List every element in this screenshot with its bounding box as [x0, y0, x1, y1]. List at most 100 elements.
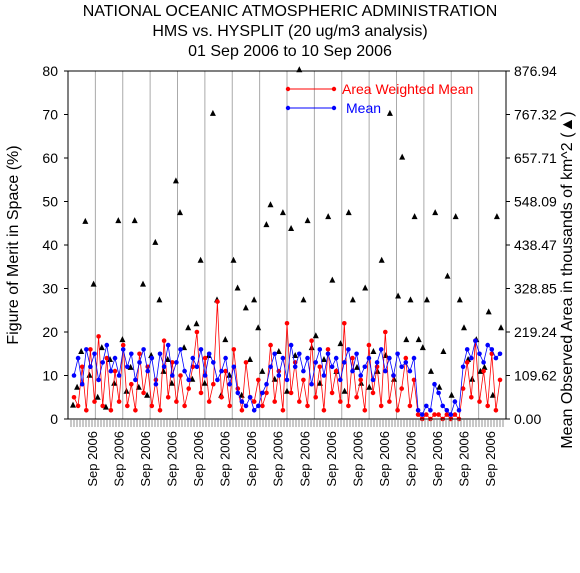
observed-area-triangle — [461, 324, 467, 331]
mean-series — [71, 338, 503, 417]
data-point — [444, 412, 450, 417]
chart-title: NATIONAL OCEANIC ATMOSPHERIC ADMINISTRAT… — [83, 3, 498, 60]
legend-red-dot-left — [285, 86, 291, 92]
data-point — [235, 386, 241, 391]
data-point — [227, 381, 232, 387]
observed-area-triangle — [403, 336, 410, 343]
observed-area-triangle — [209, 109, 216, 116]
data-point — [84, 408, 89, 413]
data-point — [276, 373, 282, 378]
observed-area-triangle — [485, 308, 492, 315]
left-tick-label: 50 — [42, 194, 58, 210]
data-point — [432, 412, 437, 417]
data-point — [219, 368, 224, 374]
data-point — [481, 360, 486, 365]
observed-area-triangle — [440, 348, 447, 354]
data-point — [313, 360, 319, 365]
observed-area-triangle — [498, 324, 504, 331]
data-point — [411, 355, 417, 361]
data-point — [391, 373, 396, 378]
left-y-axis: 0 10 20 30 40 50 60 70 80 — [42, 63, 68, 427]
observed-area-triangle — [345, 209, 352, 216]
data-point — [407, 403, 413, 409]
data-point — [485, 342, 491, 348]
data-point — [223, 355, 228, 361]
data-point — [243, 403, 249, 409]
observed-area-triangle — [415, 336, 422, 343]
data-point — [268, 364, 273, 370]
right-axis-label: Mean Observed Area in thousands of km^2 … — [559, 111, 576, 448]
observed-area-triangle — [407, 296, 414, 303]
data-point — [215, 377, 220, 383]
x-axis-minor-ticks — [70, 419, 504, 427]
x-tick-label: Sep 2006 — [350, 431, 365, 487]
data-point — [145, 368, 150, 374]
data-point — [84, 347, 89, 352]
data-point — [419, 412, 425, 417]
data-point — [469, 355, 474, 361]
right-tick-label: 328.85 — [514, 281, 557, 297]
data-point — [464, 360, 470, 365]
data-point — [88, 364, 93, 370]
observed-area-triangle — [78, 348, 85, 354]
data-point — [493, 408, 499, 413]
data-point — [255, 377, 261, 383]
data-point — [198, 390, 204, 396]
observed-area-triangle — [428, 367, 434, 374]
data-point — [448, 412, 454, 417]
observed-area-triangle — [119, 336, 126, 343]
observed-area-triangle — [115, 217, 122, 224]
data-point — [202, 355, 208, 361]
observed-area-triangle — [456, 296, 463, 303]
observed-area-triangle — [312, 332, 319, 339]
observed-area-triangle — [185, 324, 192, 331]
observed-area-triangle — [292, 352, 299, 358]
observed-area-triangle — [349, 296, 356, 303]
data-point — [161, 338, 167, 344]
data-point — [493, 355, 499, 361]
data-point — [329, 390, 335, 396]
observed-area-series — [70, 66, 504, 410]
data-point — [206, 351, 212, 357]
observed-area-triangle — [366, 383, 373, 390]
legend-blue-dot-left — [285, 105, 291, 111]
legend-blue-dot-right — [331, 105, 337, 111]
data-point — [141, 390, 146, 396]
observed-area-triangle — [469, 375, 476, 382]
left-axis-label: Figure of Merit in Space (%) — [5, 145, 22, 344]
observed-area-triangle — [481, 363, 488, 370]
observed-area-triangle — [111, 379, 118, 386]
legend: Area Weighted Mean Mean — [285, 81, 473, 116]
observed-area-triangle — [177, 209, 183, 216]
observed-area-triangle — [152, 238, 159, 245]
data-point — [325, 347, 331, 352]
data-point — [301, 368, 306, 374]
data-point — [292, 364, 298, 370]
data-point — [133, 408, 138, 413]
data-point — [387, 399, 392, 404]
observed-area-triangle — [251, 296, 258, 303]
observed-area-triangle — [82, 217, 89, 224]
data-point — [178, 347, 183, 352]
data-point — [243, 360, 249, 365]
legend-red-dot-right — [331, 86, 337, 92]
observed-area-triangle — [448, 391, 455, 398]
observed-area-triangle — [234, 284, 241, 291]
observed-area-triangle — [247, 356, 253, 362]
observed-area-triangle — [140, 280, 146, 287]
left-tick-label: 60 — [42, 150, 58, 166]
data-point — [149, 355, 155, 361]
left-tick-label: 70 — [42, 107, 58, 123]
data-point — [104, 355, 110, 361]
data-point — [116, 399, 122, 404]
title-line-1: NATIONAL OCEANIC ATMOSPHERIC ADMINISTRAT… — [83, 3, 498, 20]
data-point — [305, 403, 310, 409]
data-point — [477, 399, 482, 404]
observed-area-triangle — [329, 276, 336, 283]
observed-area-triangle — [230, 256, 237, 263]
panel-grid-lines — [94, 71, 480, 419]
data-point — [460, 386, 466, 391]
observed-area-triangle — [284, 387, 290, 394]
data-point — [96, 377, 101, 383]
right-tick-label: 548.09 — [514, 194, 557, 210]
